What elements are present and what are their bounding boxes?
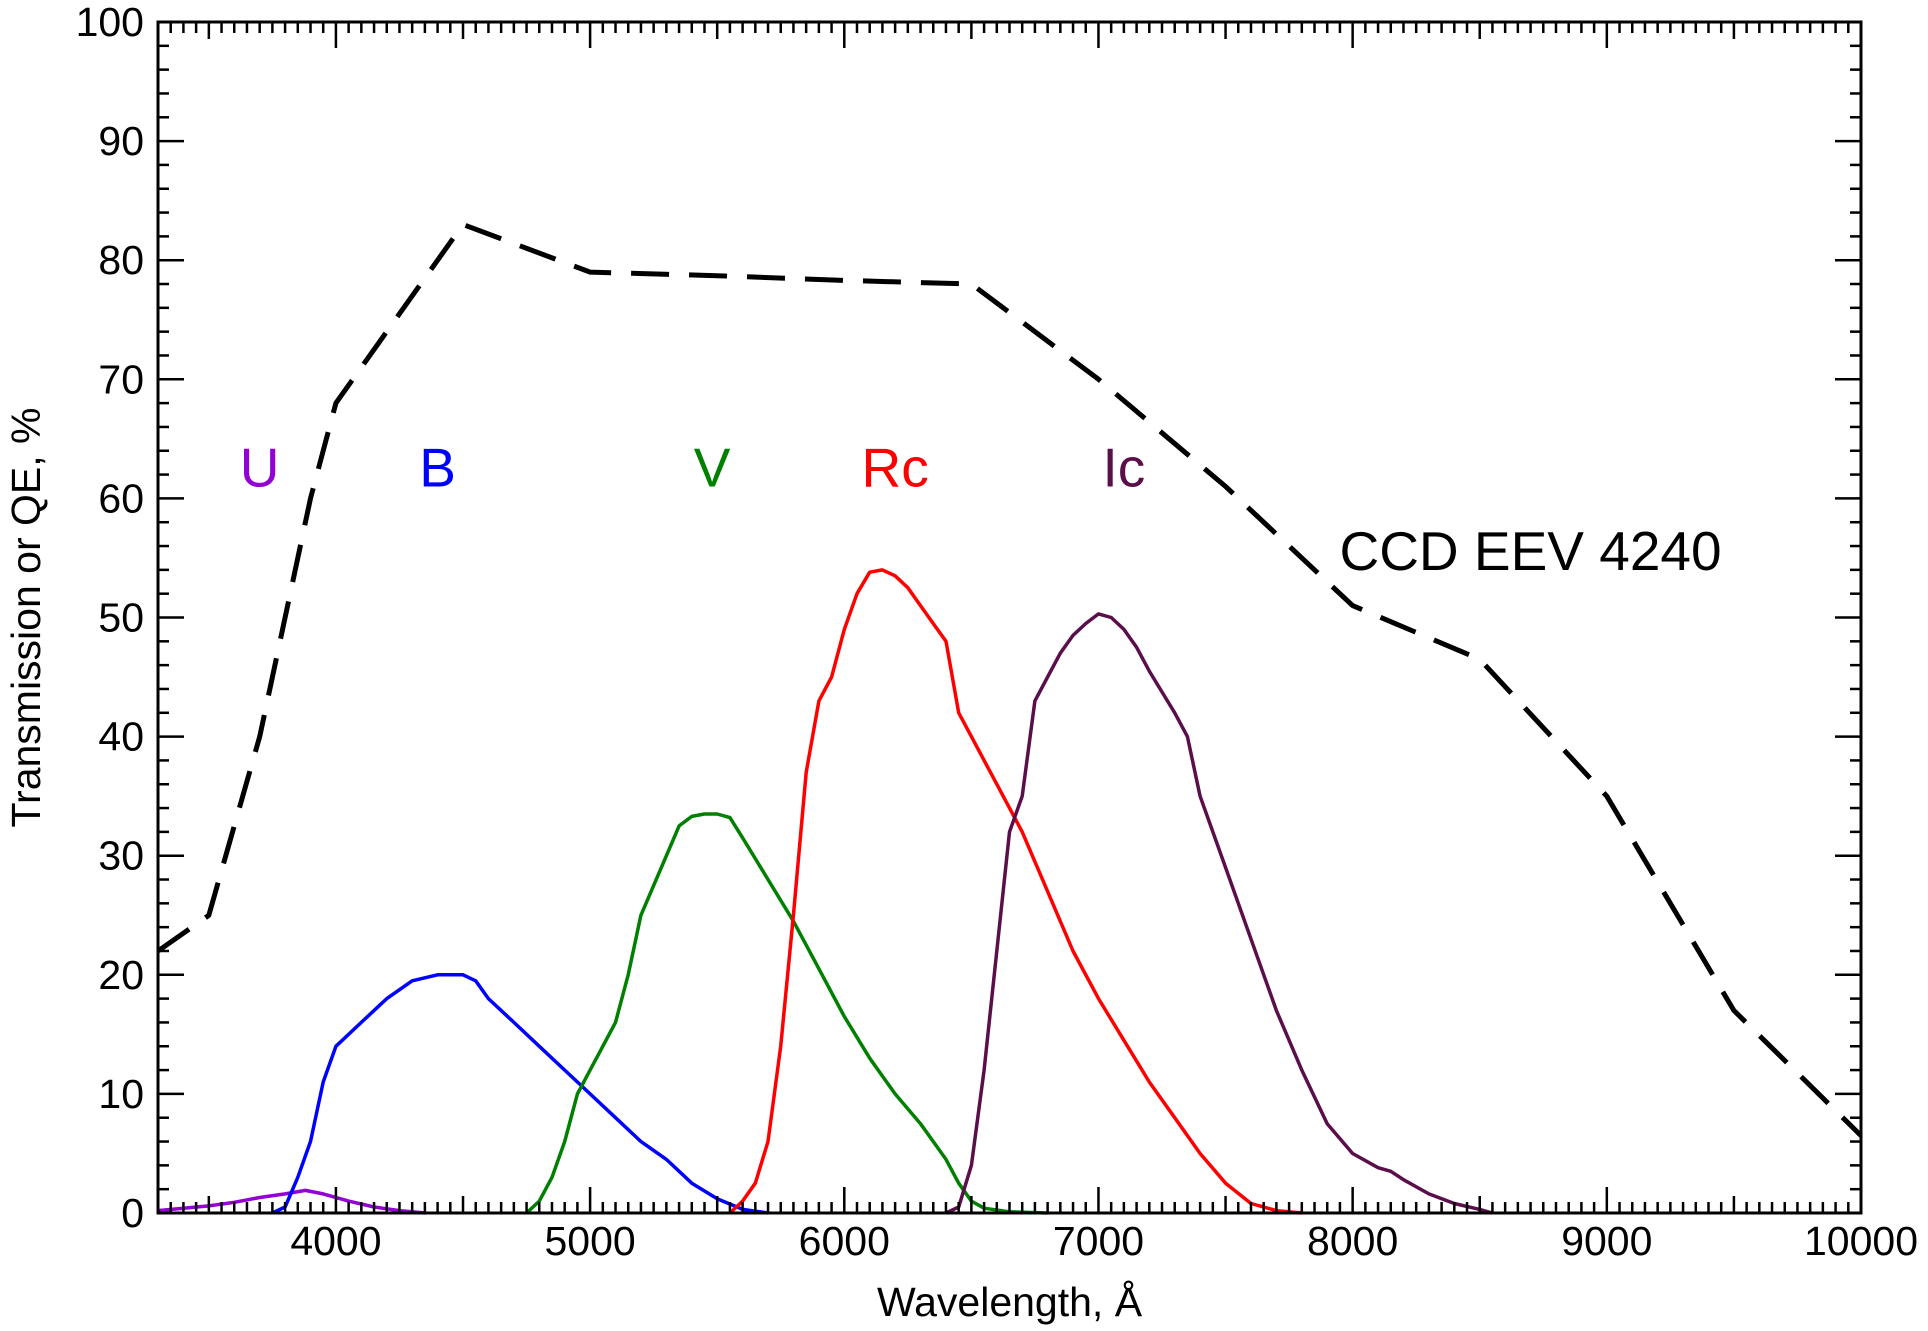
series-line-rc: [728, 568, 1302, 1215]
x-tick-label: 5000: [544, 1218, 635, 1264]
annotations: CCD EEV 4240: [1339, 520, 1721, 582]
series-line-v: [525, 812, 1048, 1215]
series-line-ic: [945, 612, 1493, 1215]
axis-ticks: [156, 20, 1863, 1215]
y-tick-label: 20: [98, 952, 144, 998]
y-tick-label: 30: [98, 833, 144, 879]
tick-labels: 4000 5000 6000 7000 8000 9000 10000 0 10 20 30 40 50…: [76, 0, 1918, 1264]
y-tick-label: 100: [76, 0, 144, 45]
band-label-b: B: [419, 436, 456, 498]
x-tick-label: 10000: [1804, 1218, 1918, 1264]
x-tick-label: 4000: [290, 1218, 381, 1264]
series-line-b: [271, 973, 769, 1215]
y-axis-title: Transmission or QE, %: [3, 408, 49, 828]
x-tick-label: 7000: [1053, 1218, 1144, 1264]
series-line-u: [157, 1188, 426, 1215]
series-line-ccd-eev-4240: [156, 222, 1863, 1138]
band-label-v: V: [694, 436, 731, 498]
series-layer: [156, 222, 1863, 1215]
x-tick-label: 9000: [1561, 1218, 1652, 1264]
annotation-label: CCD EEV 4240: [1339, 520, 1721, 582]
y-tick-label: 60: [98, 475, 144, 521]
y-tick-label: 70: [98, 356, 144, 402]
x-tick-label: 6000: [799, 1218, 890, 1264]
y-tick-label: 80: [98, 237, 144, 283]
band-labels: U B V Rc Ic: [240, 436, 1145, 498]
y-tick-label: 50: [98, 595, 144, 641]
y-tick-label: 10: [98, 1071, 144, 1117]
band-label-rc: Rc: [862, 436, 929, 498]
y-tick-label: 40: [98, 714, 144, 760]
band-label-u: U: [240, 436, 280, 498]
band-label-ic: Ic: [1102, 436, 1145, 498]
x-tick-label: 8000: [1307, 1218, 1398, 1264]
y-tick-label: 90: [98, 118, 144, 164]
x-axis-title: Wavelength, Å: [877, 1279, 1143, 1325]
y-tick-label: 0: [121, 1190, 144, 1236]
